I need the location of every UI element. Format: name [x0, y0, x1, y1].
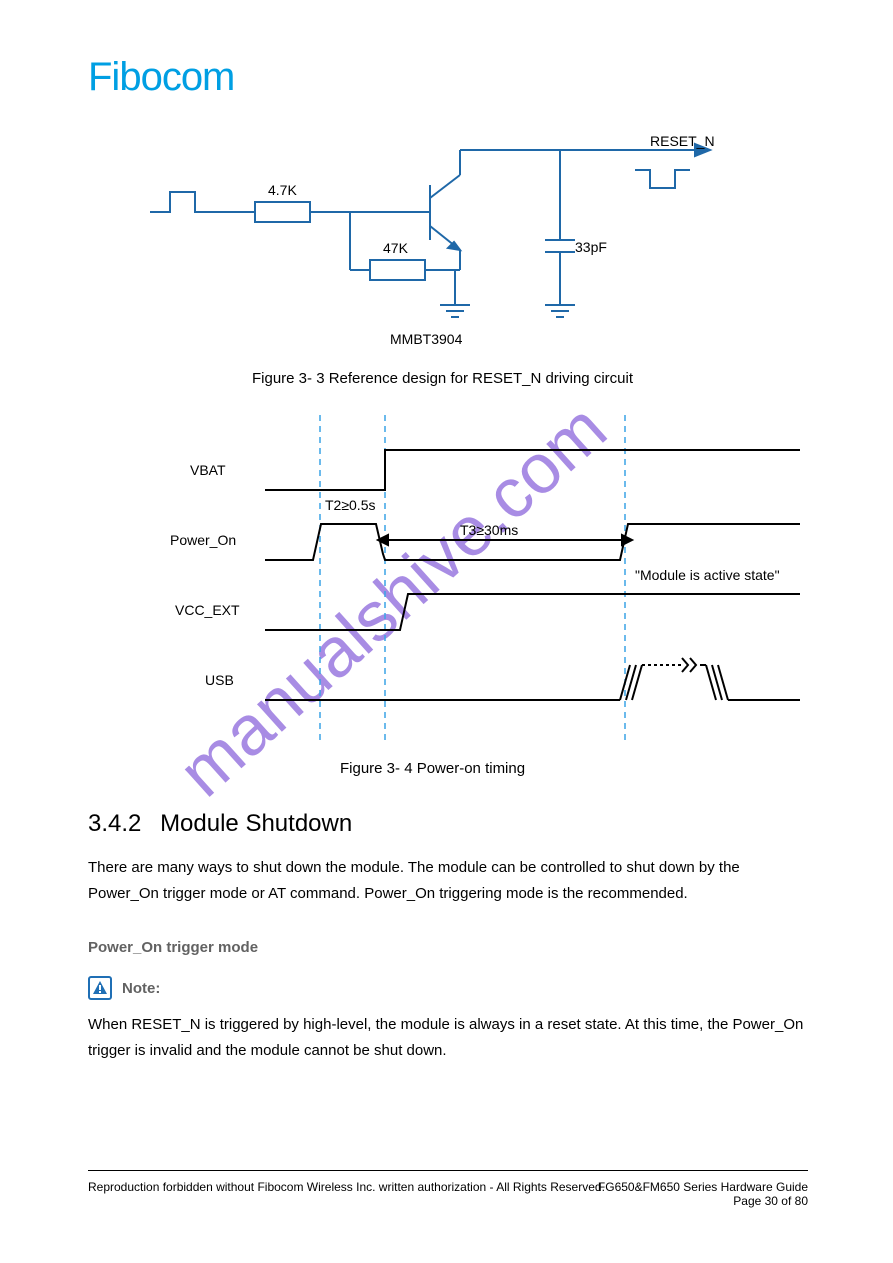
footer-doc-name: FG650&FM650 Series Hardware Guide: [598, 1180, 808, 1194]
timing-usb-label: USB: [205, 672, 234, 688]
timing-vbat-label: VBAT: [190, 462, 226, 478]
circuit-caption: Figure 3- 3 Reference design for RESET_N…: [252, 370, 633, 387]
section-number: 3.4.2 Module Shutdown: [88, 810, 352, 838]
circuit-cap-label: 33pF: [575, 239, 607, 255]
timing-vccext-label: VCC_EXT: [175, 602, 240, 618]
section-paragraph: There are many ways to shut down the mod…: [88, 855, 808, 906]
note-text: When RESET_N is triggered by high-level,…: [88, 1012, 808, 1063]
footer-rule: [88, 1170, 808, 1171]
timing-caption: Figure 3- 4 Power-on timing: [340, 760, 525, 777]
reset-circuit-diagram: 4.7K 47K RESET_N 33pF MMBT3904: [140, 130, 760, 365]
circuit-reset-label: RESET_N: [650, 133, 715, 149]
timing-active-label: "Module is active state": [635, 567, 780, 583]
footer-page-number: Page 30 of 80: [733, 1194, 808, 1208]
timing-poweron-label: Power_On: [170, 532, 236, 548]
page: Fibocom manualshive.com: [0, 0, 893, 1263]
warning-icon: [88, 976, 112, 1000]
circuit-transistor-label: MMBT3904: [390, 331, 463, 347]
footer-copyright: Reproduction forbidden without Fibocom W…: [88, 1180, 605, 1194]
timing-t3-label: T3≥30ms: [460, 522, 518, 538]
timing-t2-label: T2≥0.5s: [325, 497, 375, 513]
footer-doc-title: FG650&FM650 Series Hardware Guide Page 3…: [598, 1180, 808, 1208]
circuit-r2-label: 47K: [383, 240, 409, 256]
note-label: Note:: [122, 980, 160, 997]
section-title-text: Module Shutdown: [160, 810, 352, 837]
brand-logo: Fibocom: [88, 55, 234, 100]
section-number-text: 3.4.2: [88, 810, 141, 837]
power-on-timing-diagram: VBAT Power_On USB VCC_EXT USB T2≥0.5s T3…: [160, 405, 800, 750]
trigger-title: Power_On trigger mode: [88, 935, 808, 961]
circuit-r1-label: 4.7K: [268, 182, 297, 198]
